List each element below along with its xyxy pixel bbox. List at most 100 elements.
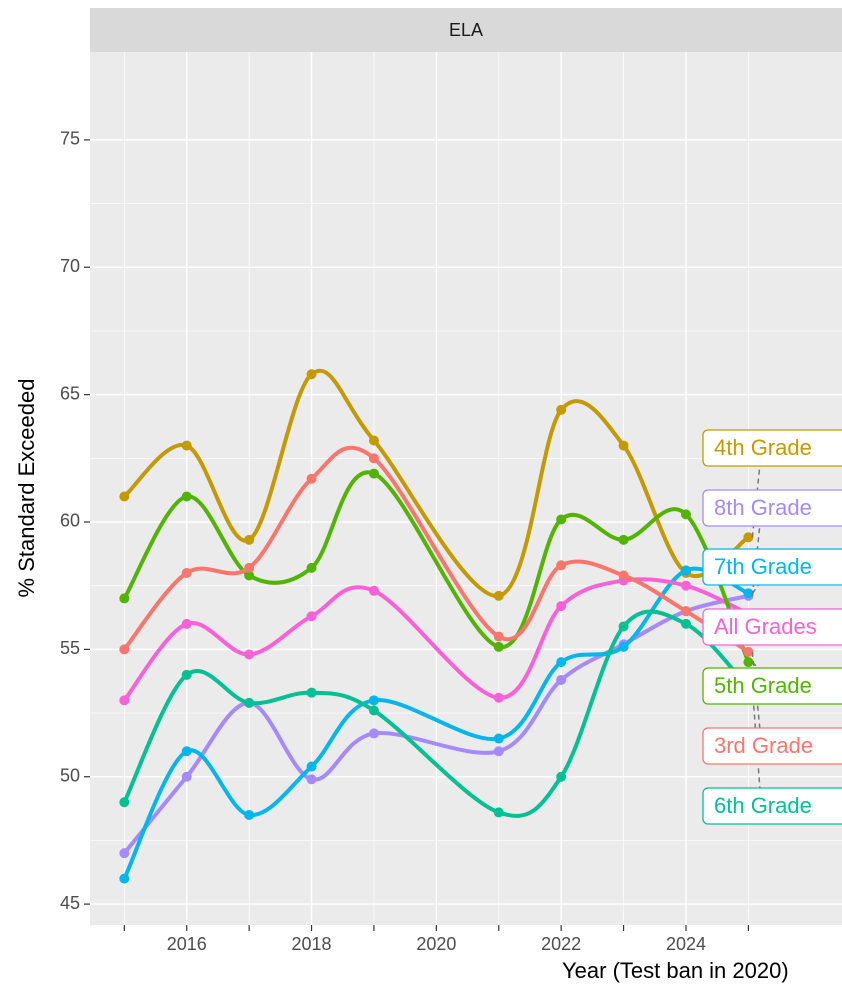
series-label: 8th Grade — [714, 495, 812, 520]
strip — [90, 8, 842, 52]
y-tick-label: 65 — [60, 383, 80, 403]
point — [493, 746, 504, 757]
point — [119, 695, 130, 706]
point — [556, 657, 567, 668]
y-tick-label: 55 — [60, 638, 80, 658]
point — [743, 657, 754, 668]
point — [119, 491, 130, 502]
point — [618, 641, 629, 652]
point — [244, 649, 255, 660]
series-line — [122, 470, 751, 663]
y-tick-label: 60 — [60, 511, 80, 531]
point — [680, 565, 691, 576]
label-box — [702, 489, 842, 527]
x-axis-title: Year (Test ban in 2020) — [562, 958, 789, 983]
point — [306, 473, 317, 484]
point — [493, 641, 504, 652]
series-label: 3rd Grade — [714, 733, 813, 758]
point — [181, 567, 192, 578]
point — [493, 733, 504, 744]
point — [181, 491, 192, 502]
point — [181, 618, 192, 629]
point — [556, 404, 567, 415]
label-box — [702, 727, 842, 765]
point — [181, 669, 192, 680]
series-label: All Grades — [714, 614, 817, 639]
x-tick-label: 2016 — [167, 934, 207, 954]
point — [680, 618, 691, 629]
panel — [90, 52, 842, 925]
point — [244, 809, 255, 820]
label-box — [702, 429, 842, 467]
point — [680, 580, 691, 591]
point — [556, 560, 567, 571]
point — [244, 697, 255, 708]
point — [493, 692, 504, 703]
point — [368, 705, 379, 716]
y-axis-title: % Standard Exceeded — [14, 379, 39, 598]
series-line — [122, 566, 750, 880]
label-box — [702, 667, 842, 705]
point — [119, 873, 130, 884]
point — [743, 588, 754, 599]
point — [244, 562, 255, 573]
point — [556, 601, 567, 612]
series-label: 5th Grade — [714, 673, 812, 698]
point — [680, 606, 691, 617]
point — [368, 435, 379, 446]
point — [618, 570, 629, 581]
series-line — [122, 609, 750, 818]
point — [181, 771, 192, 782]
point — [743, 646, 754, 657]
label-box — [702, 608, 842, 646]
point — [368, 728, 379, 739]
point — [306, 611, 317, 622]
series-label: 7th Grade — [714, 554, 812, 579]
point — [618, 621, 629, 632]
point — [556, 674, 567, 685]
label-box — [702, 548, 842, 586]
point — [556, 514, 567, 525]
point — [181, 746, 192, 757]
point — [306, 761, 317, 772]
series-label: 6th Grade — [714, 793, 812, 818]
x-tick-label: 2018 — [292, 934, 332, 954]
point — [743, 532, 754, 543]
series-label: 4th Grade — [714, 435, 812, 460]
x-tick-label: 2022 — [541, 934, 581, 954]
x-tick-label: 2020 — [416, 934, 456, 954]
point — [493, 590, 504, 601]
point — [368, 695, 379, 706]
point — [493, 807, 504, 818]
point — [306, 774, 317, 785]
point — [119, 848, 130, 859]
point — [119, 593, 130, 604]
series-line — [122, 368, 750, 598]
y-tick-label: 45 — [60, 893, 80, 913]
point — [680, 509, 691, 520]
point — [618, 534, 629, 545]
point — [306, 369, 317, 380]
y-tick-label: 50 — [60, 765, 80, 785]
point — [306, 687, 317, 698]
point — [306, 562, 317, 573]
point — [119, 797, 130, 808]
y-tick-label: 75 — [60, 129, 80, 149]
label-box — [702, 787, 842, 825]
label-leader — [751, 687, 761, 791]
point — [119, 644, 130, 655]
point — [244, 534, 255, 545]
point — [556, 771, 567, 782]
point — [493, 631, 504, 642]
point — [244, 570, 255, 581]
point — [368, 585, 379, 596]
strip-label: ELA — [449, 20, 483, 40]
point — [368, 453, 379, 464]
x-tick-label: 2024 — [666, 934, 706, 954]
point — [368, 468, 379, 479]
point — [181, 440, 192, 451]
y-tick-label: 70 — [60, 256, 80, 276]
series-line — [122, 445, 750, 654]
point — [618, 440, 629, 451]
